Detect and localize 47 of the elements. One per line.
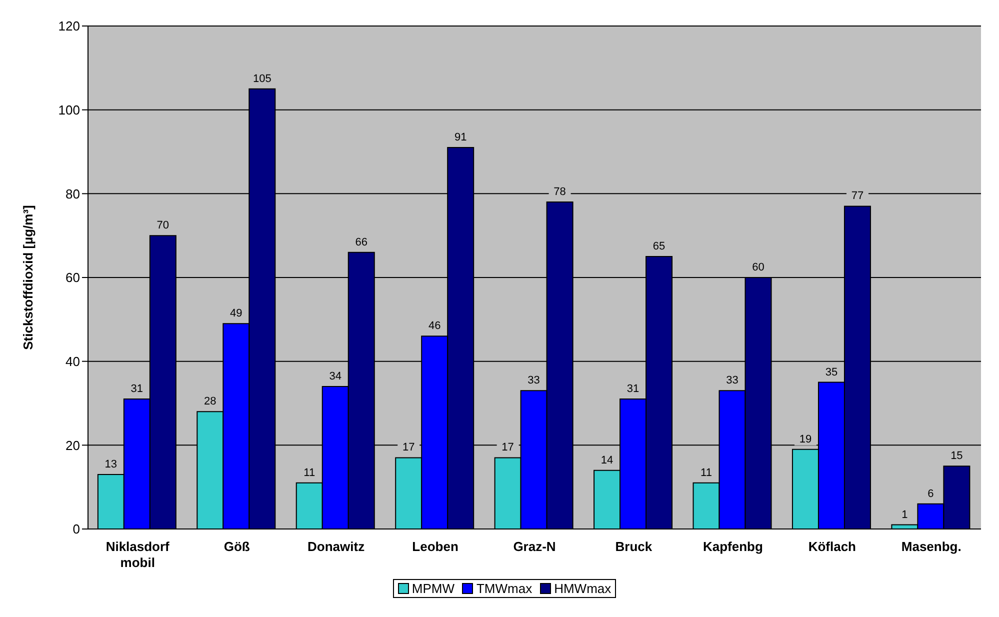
- x-tick-label: Graz-N: [513, 539, 556, 554]
- data-label: 17: [502, 442, 514, 454]
- y-tick-label: 80: [66, 186, 80, 202]
- data-label: 31: [626, 383, 640, 396]
- y-tick-label: 100: [58, 102, 80, 118]
- data-label: 34: [329, 370, 342, 382]
- data-label: 31: [130, 383, 144, 396]
- y-tick-label: 60: [66, 270, 80, 286]
- x-tick-label: Niklasdorf mobil: [106, 539, 170, 570]
- x-tick-label: Kapfenbg: [702, 539, 763, 554]
- x-tick-label: Köflach: [808, 539, 856, 554]
- x-tick-label: Leoben: [412, 539, 458, 554]
- data-label: 1: [902, 508, 908, 521]
- data-label: 33: [528, 374, 540, 387]
- data-label: 6: [928, 488, 934, 500]
- data-label: 19: [799, 433, 812, 446]
- data-label: 105: [252, 72, 272, 85]
- data-label: 78: [554, 186, 566, 198]
- data-label: 13: [104, 458, 118, 471]
- data-label: 70: [156, 220, 170, 232]
- data-label: 11: [700, 466, 712, 479]
- data-label: 49: [230, 308, 242, 320]
- y-tick-label: 40: [66, 354, 80, 369]
- legend-label: TMWmax: [476, 581, 532, 596]
- legend-label: MPMW: [412, 581, 454, 596]
- x-tick-label: Göß: [224, 539, 250, 554]
- y-tick-label: 20: [66, 438, 80, 453]
- data-label: 35: [825, 366, 838, 378]
- data-label: 15: [950, 450, 963, 462]
- data-label: 33: [726, 374, 738, 387]
- y-tick-label: 0: [72, 522, 80, 537]
- data-label: 28: [204, 396, 216, 408]
- legend-label: HMWmax: [554, 581, 612, 596]
- data-label: 66: [355, 236, 368, 248]
- y-tick-label: 120: [58, 18, 80, 34]
- x-tick-label: Donawitz: [308, 539, 366, 554]
- data-label: 17: [402, 442, 415, 454]
- data-label: 91: [454, 132, 467, 144]
- data-label: 46: [428, 320, 441, 332]
- y-axis-title: Stickstoffdioxid [µg/m³]: [20, 205, 36, 350]
- data-label: 65: [652, 240, 666, 253]
- data-label: 11: [304, 466, 316, 479]
- x-tick-label: Masenbg.: [901, 539, 962, 554]
- data-label: 77: [851, 190, 864, 202]
- data-label: 60: [752, 262, 764, 274]
- data-label: 14: [600, 454, 614, 466]
- x-tick-label: Bruck: [615, 539, 653, 554]
